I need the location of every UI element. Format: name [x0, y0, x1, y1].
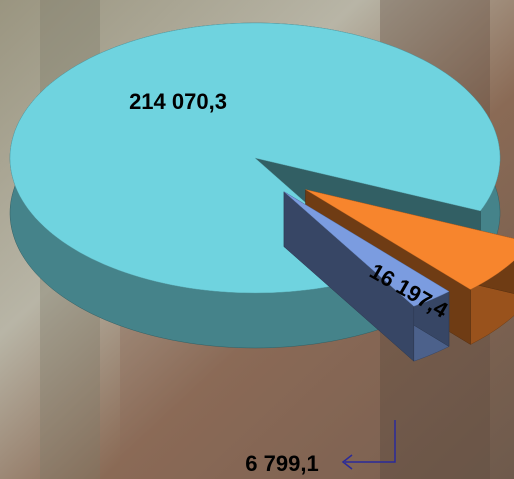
chart: 214 070,316 197,46 799,1 — [0, 0, 514, 479]
data-label: 214 070,3 — [129, 89, 227, 114]
data-label: 6 799,1 — [245, 451, 318, 476]
